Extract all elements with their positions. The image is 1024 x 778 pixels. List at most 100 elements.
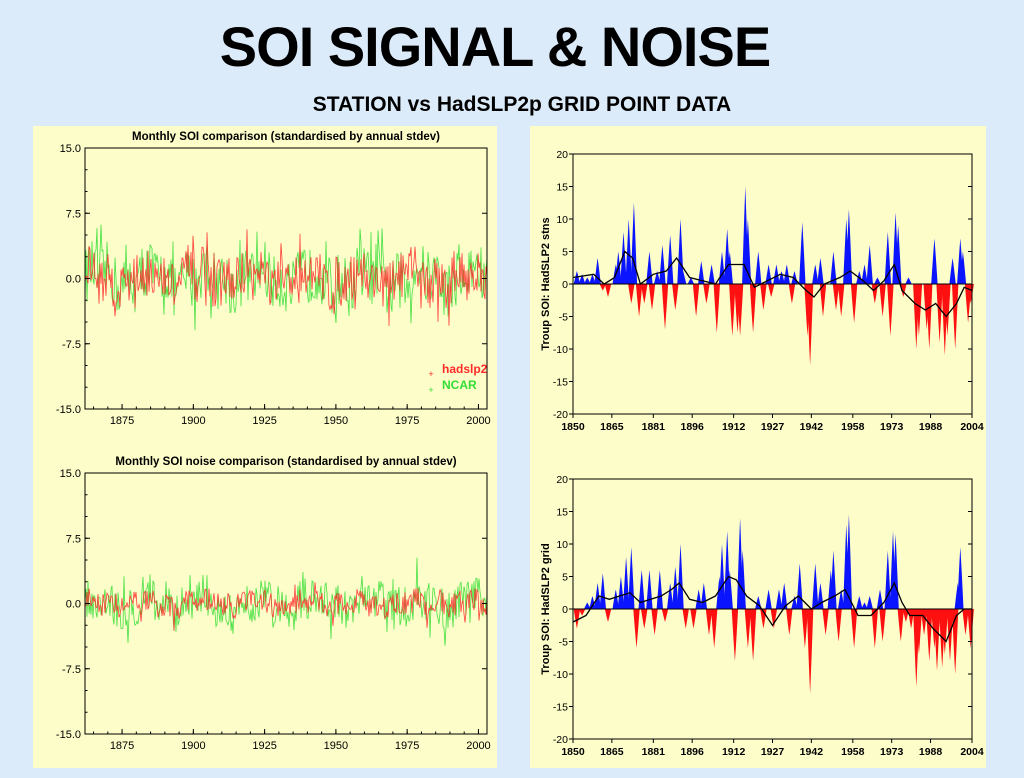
- positive-spike: [856, 596, 863, 609]
- negative-spike: [729, 284, 736, 336]
- positive-spike: [866, 245, 873, 284]
- positive-spike: [949, 258, 956, 284]
- positive-spike: [773, 264, 780, 284]
- negative-spike: [672, 284, 679, 310]
- y-tick-label: -10: [553, 344, 568, 356]
- negative-spike: [768, 284, 775, 297]
- negative-spike: [731, 609, 739, 661]
- y-tick-label: -15: [553, 702, 568, 714]
- x-tick-label: 1958: [841, 421, 865, 433]
- negative-spike: [651, 609, 658, 635]
- legend-label-ncar: NCAR: [442, 378, 477, 392]
- negative-spike: [744, 609, 752, 648]
- positive-spike: [708, 264, 715, 284]
- x-tick-label: 1950: [324, 740, 348, 752]
- positive-spike: [861, 264, 868, 284]
- positive-spike: [594, 258, 601, 284]
- positive-spike: [700, 583, 707, 609]
- positive-spike: [830, 550, 837, 609]
- negative-spike: [633, 609, 640, 648]
- positive-spike: [594, 583, 601, 609]
- y-tick-label: -20: [553, 734, 568, 746]
- negative-spike: [573, 609, 581, 629]
- negative-spike: [936, 284, 943, 343]
- positive-spike: [698, 261, 705, 284]
- x-tick-label: 1881: [642, 421, 666, 433]
- negative-spike: [822, 609, 829, 635]
- negative-spike: [915, 609, 923, 655]
- x-tick-label: 1896: [681, 421, 705, 433]
- negative-spike: [933, 609, 941, 671]
- negative-spike: [832, 284, 840, 310]
- positive-spike: [739, 550, 746, 609]
- negative-spike: [749, 284, 757, 333]
- positive-spike: [781, 583, 788, 609]
- x-tick-label: 1942: [800, 746, 824, 758]
- positive-spike: [695, 589, 702, 609]
- negative-spike: [944, 284, 951, 336]
- negative-spike: [801, 609, 809, 648]
- negative-spike: [703, 284, 710, 304]
- x-tick-label: 2000: [466, 415, 490, 427]
- negative-spike: [850, 609, 858, 648]
- negative-spike: [604, 284, 612, 297]
- positive-spike: [672, 566, 679, 609]
- negative-spike: [682, 609, 689, 629]
- positive-spike: [628, 547, 635, 609]
- monthly-soi-noise-comparison-chart: Monthly SOI noise comparison (standardis…: [56, 456, 491, 752]
- y-tick-label: 15: [556, 182, 568, 194]
- x-tick-label: 1850: [561, 746, 585, 758]
- negative-spike: [641, 284, 648, 304]
- negative-spike: [641, 609, 648, 629]
- positive-spike: [744, 219, 752, 284]
- series-line-hadslp2: [84, 582, 488, 632]
- negative-spike: [599, 284, 606, 291]
- x-tick-label: 1988: [919, 746, 943, 758]
- y-tick-label: -15.0: [56, 404, 81, 416]
- positive-spike: [656, 570, 663, 609]
- smoothed-soi-line: [572, 575, 972, 643]
- positive-spike: [775, 589, 783, 609]
- positive-spike: [578, 274, 586, 284]
- y-tick-label: -5: [559, 312, 568, 324]
- x-tick-label: 1875: [110, 415, 134, 427]
- x-tick-label: 1925: [252, 415, 276, 427]
- x-tick-label: 1850: [561, 421, 585, 433]
- positive-spike: [905, 277, 912, 284]
- positive-spike: [638, 570, 645, 609]
- x-tick-label: 1900: [181, 415, 205, 427]
- legend-marker: +: [428, 385, 433, 395]
- y-tick-label: -15: [553, 377, 568, 389]
- negative-spike: [962, 609, 969, 635]
- chart-title: Monthly SOI comparison (standardised by …: [132, 131, 440, 143]
- x-tick-label: 1975: [395, 740, 419, 752]
- negative-spike: [635, 284, 643, 317]
- y-tick-label: -5: [559, 637, 568, 649]
- negative-spike: [850, 284, 858, 323]
- negative-spike: [578, 609, 586, 616]
- monthly-soi-comparison-chart: Monthly SOI comparison (standardised by …: [56, 131, 491, 427]
- x-tick-label: 1881: [642, 746, 666, 758]
- positive-spike: [667, 583, 674, 609]
- positive-spike: [677, 219, 684, 284]
- series-line-ncar: [84, 557, 488, 646]
- x-tick-label: 1865: [600, 746, 624, 758]
- positive-spike: [957, 547, 964, 609]
- y-tick-label: -20: [553, 409, 568, 421]
- positive-spike: [677, 544, 684, 609]
- positive-spike: [817, 258, 824, 284]
- y-tick-label: 10: [556, 539, 568, 551]
- negative-spike: [835, 609, 842, 642]
- positive-spike: [884, 232, 891, 284]
- x-tick-label: 1973: [880, 421, 904, 433]
- x-tick-label: 2004: [960, 421, 984, 433]
- y-tick-label: 0.0: [66, 274, 81, 286]
- negative-spike: [879, 609, 886, 642]
- positive-spike: [617, 576, 625, 609]
- positive-spike: [718, 544, 726, 609]
- x-tick-label: 1927: [761, 746, 785, 758]
- negative-spike: [897, 609, 904, 642]
- legend-label-hadslp2: hadslp2: [442, 362, 488, 376]
- negative-spike: [788, 284, 796, 304]
